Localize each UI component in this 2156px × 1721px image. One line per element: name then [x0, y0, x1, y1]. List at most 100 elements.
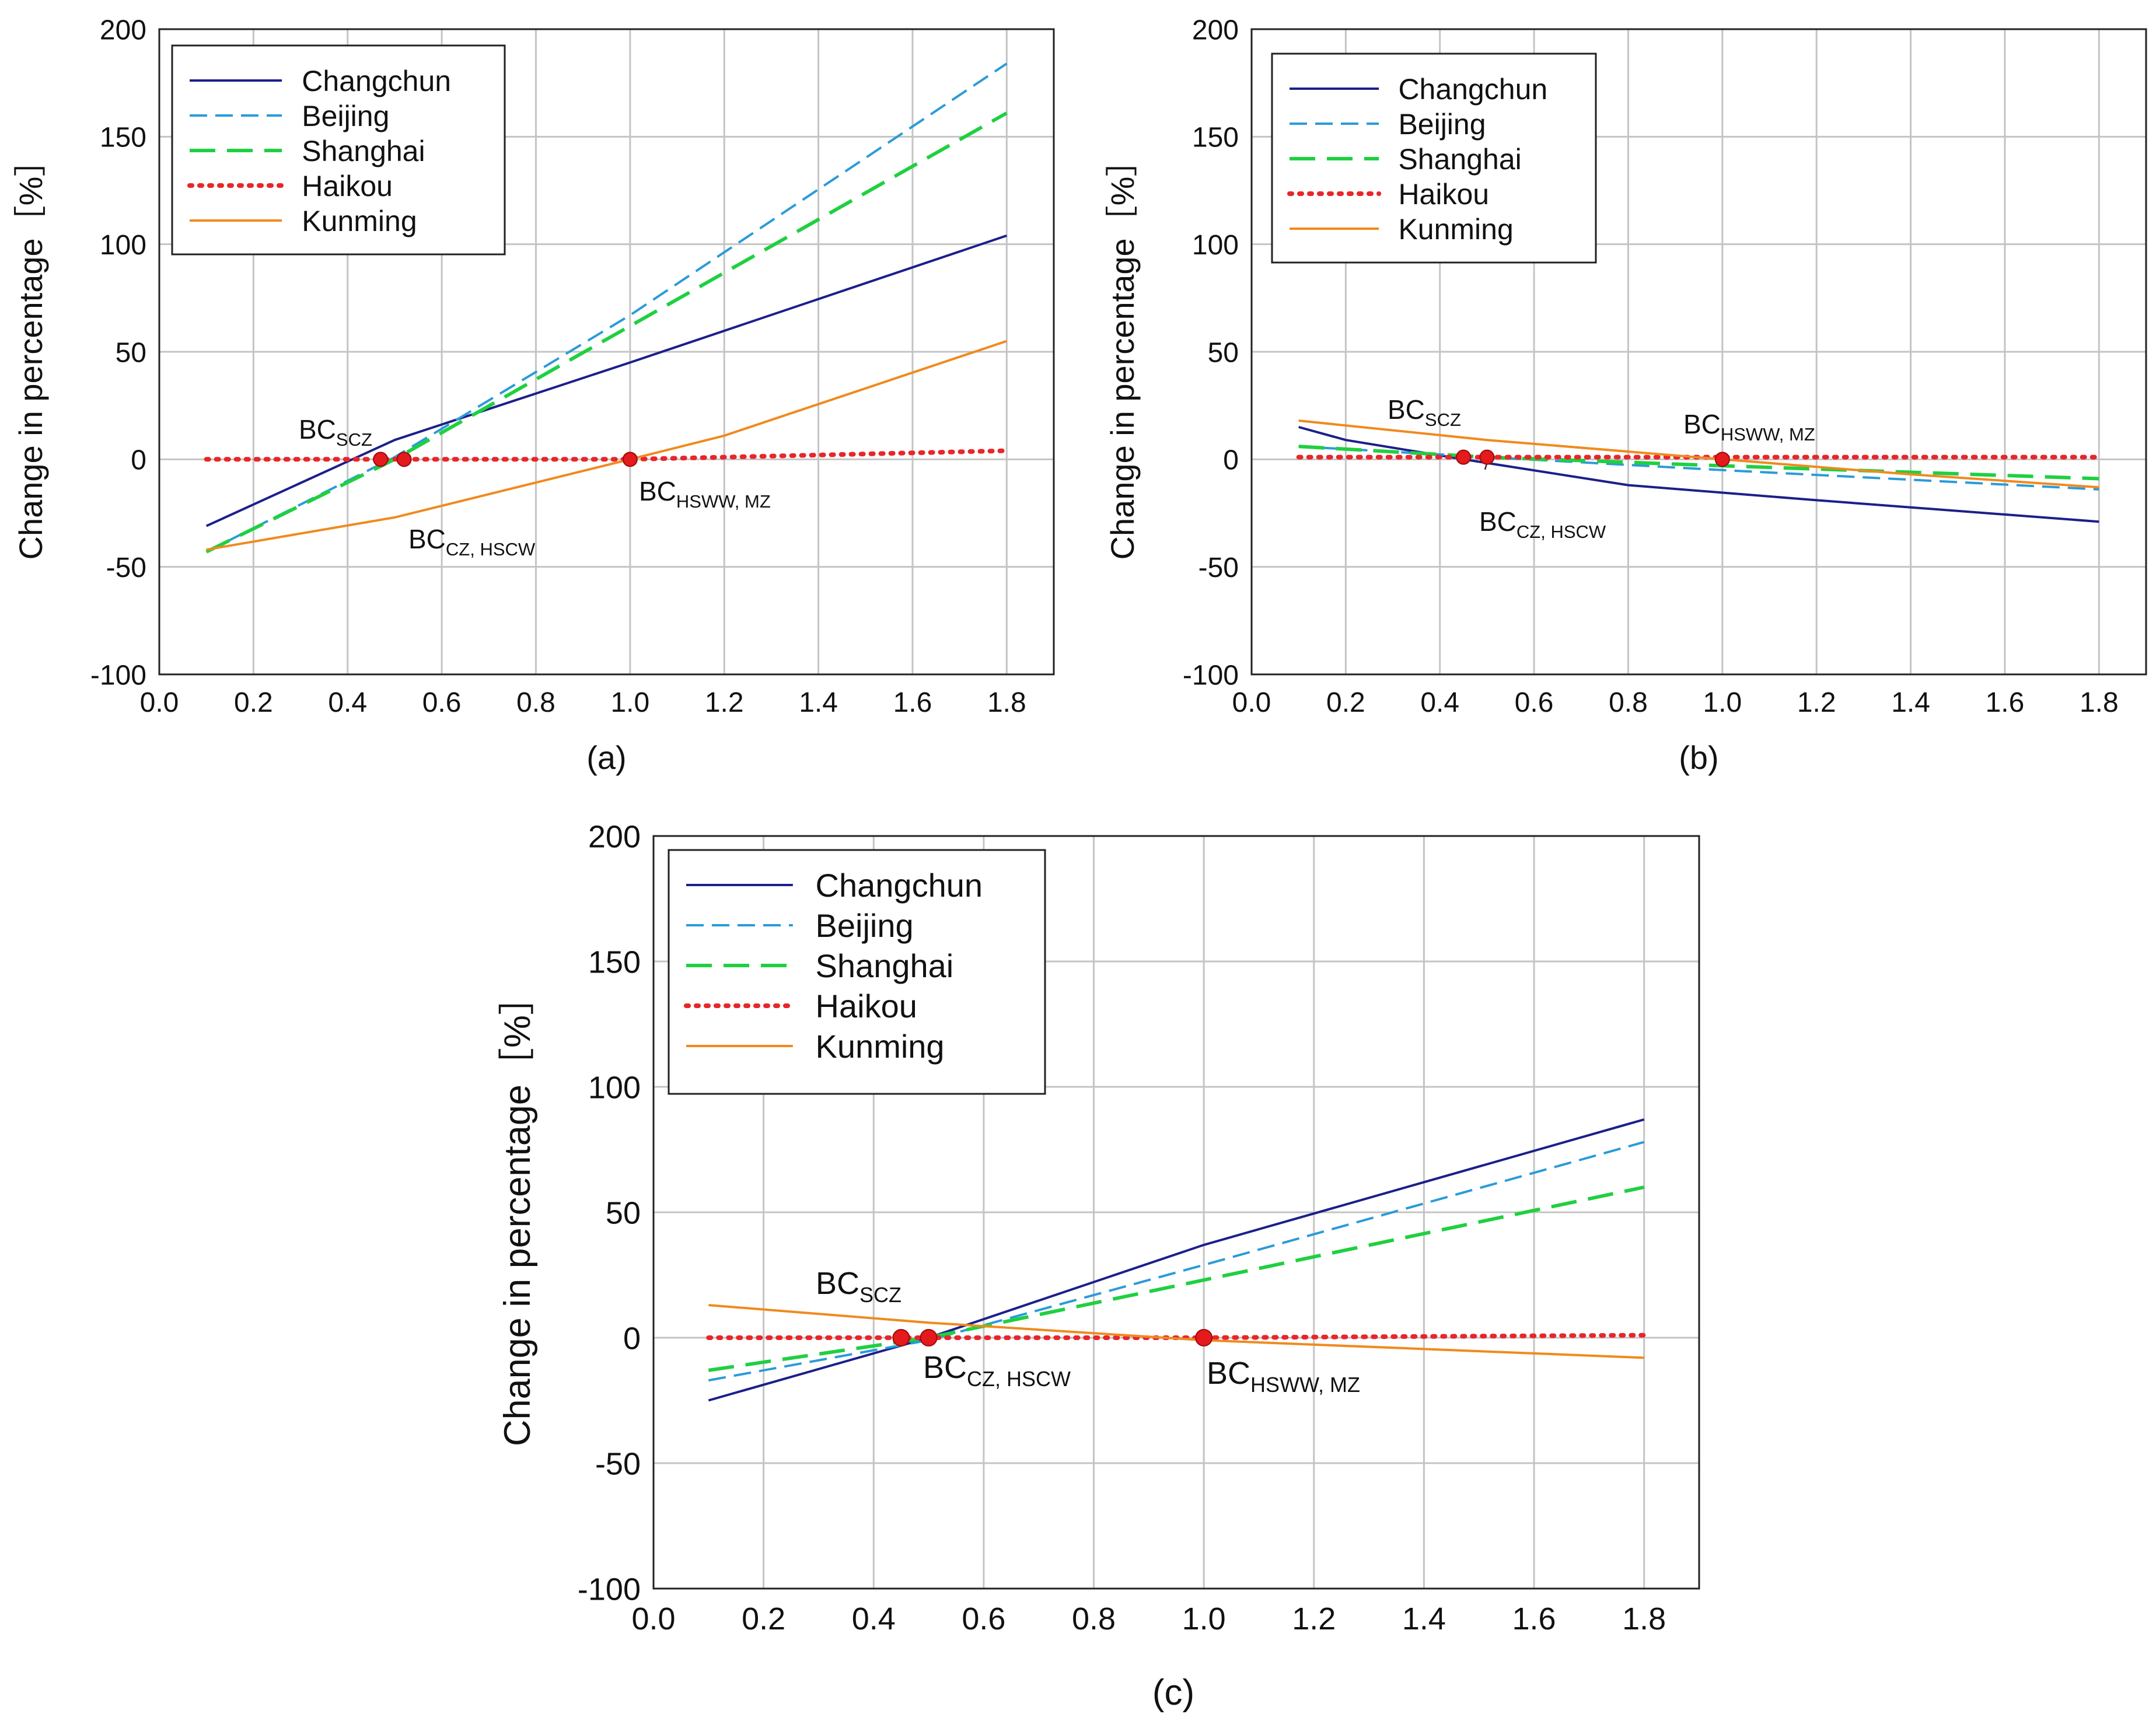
legend-label-kunming: Kunming	[1398, 213, 1513, 246]
x-tick-label: 1.0	[1182, 1601, 1226, 1636]
x-tick-label: 1.6	[1986, 687, 2025, 718]
legend-label-kunming: Kunming	[302, 205, 417, 237]
legend-label-haikou: Haikou	[302, 170, 393, 202]
y-tick-label: 200	[1192, 15, 1239, 46]
breakpoint-label-sub: SCZ	[1425, 410, 1461, 430]
x-tick-label: 1.6	[1512, 1601, 1556, 1636]
breakpoint-marker	[396, 452, 412, 467]
x-tick-label: 0.4	[328, 687, 367, 718]
series-line-shanghai	[1298, 445, 2099, 481]
chart-panel-2: 0.0 0.2 0.4 0.6 0.8 1.0 1.2 1.4 1.6 1.8 -100 -50 0 50…	[1104, 15, 2147, 776]
series-line-beijing	[708, 1141, 1645, 1382]
legend-label-changchun: Changchun	[816, 867, 983, 904]
legend-label-shanghai: Shanghai	[302, 135, 425, 167]
breakpoint-label-sub: HSWW, MZ	[1721, 424, 1815, 445]
breakpoint-label-sub: CZ, HSCW	[446, 539, 536, 559]
breakpoint-label: BCHSWW, MZ	[1683, 409, 1815, 445]
breakpoint-marker	[892, 1329, 910, 1346]
y-tick-label: 150	[100, 123, 146, 153]
legend-box	[668, 849, 1046, 1095]
legend-label-shanghai: Shanghai	[816, 947, 954, 984]
breakpoint-label-sub: SCZ	[336, 429, 372, 450]
y-tick-label: -100	[1183, 660, 1239, 691]
breakpoint-marker	[1714, 452, 1730, 467]
breakpoint-label-main: BC	[1207, 1356, 1250, 1391]
plot-frame	[1250, 28, 2147, 676]
legend-label-haikou: Haikou	[1398, 178, 1489, 211]
breakpoint-label: BCSCZ	[1388, 394, 1461, 430]
y-tick-label: 0	[623, 1321, 641, 1356]
panel-label: (b)	[1679, 739, 1718, 776]
breakpoint-label-sub: CZ, HSCW	[1516, 522, 1606, 542]
x-tick-label: 0.0	[140, 687, 179, 718]
legend-label-kunming: Kunming	[816, 1028, 945, 1065]
x-tick-label: 1.4	[1402, 1601, 1446, 1636]
y-tick-label: -50	[1198, 552, 1239, 583]
x-tick-label: 1.0	[1703, 687, 1742, 718]
plot-frame	[158, 28, 1055, 676]
y-tick-label: 100	[1192, 230, 1239, 261]
breakpoint-label: BCCZ, HSCW	[1479, 506, 1606, 542]
x-tick-label: 1.8	[1622, 1601, 1666, 1636]
y-tick-label: 150	[1192, 123, 1239, 153]
series-line-shanghai	[205, 111, 1008, 554]
series-line-shanghai	[708, 1185, 1645, 1372]
x-tick-label: 0.6	[962, 1601, 1005, 1636]
series-line-changchun	[1298, 426, 2099, 523]
x-tick-label: 0.8	[1609, 687, 1648, 718]
x-tick-label: 0.2	[1326, 687, 1365, 718]
breakpoint-marker	[1456, 449, 1472, 465]
panel-label: (c)	[1152, 1673, 1194, 1713]
breakpoint-label-sub: HSWW, MZ	[676, 491, 771, 512]
legend-label-haikou: Haikou	[816, 988, 917, 1024]
y-tick-label: -50	[106, 552, 146, 583]
y-tick-label: 150	[588, 945, 641, 980]
x-tick-label: 0.0	[1232, 687, 1271, 718]
y-tick-label: 200	[588, 819, 641, 854]
x-tick-label: 1.2	[1292, 1601, 1336, 1636]
x-tick-label: 1.2	[1797, 687, 1836, 718]
x-tick-label: 1.8	[987, 687, 1026, 718]
breakpoint-label: BCCZ, HSCW	[408, 524, 536, 559]
y-tick-label: 50	[1208, 337, 1239, 368]
x-tick-label: 0.0	[631, 1601, 675, 1636]
plot-frame	[652, 835, 1700, 1590]
x-tick-label: 0.2	[742, 1601, 785, 1636]
y-tick-label: 50	[606, 1195, 641, 1230]
x-tick-label: 1.0	[610, 687, 649, 718]
x-tick-label: 0.6	[422, 687, 462, 718]
legend-label-changchun: Changchun	[302, 65, 451, 97]
y-tick-label: 100	[100, 230, 146, 261]
breakpoint-label: BCSCZ	[816, 1266, 901, 1307]
breakpoint-label-main: BC	[1388, 394, 1425, 425]
x-tick-label: 0.4	[1420, 687, 1459, 718]
legend-label-beijing: Beijing	[302, 100, 389, 132]
y-tick-label: 0	[131, 445, 146, 476]
legend-label-beijing: Beijing	[816, 907, 914, 944]
legend-label-changchun: Changchun	[1398, 73, 1547, 106]
legend-label-shanghai: Shanghai	[1398, 143, 1521, 176]
breakpoint-label: BCHSWW, MZ	[639, 476, 771, 512]
breakpoint-marker	[1479, 449, 1495, 465]
breakpoint-label: BCHSWW, MZ	[1207, 1356, 1360, 1397]
chart-panel-3: 0.0 0.2 0.4 0.6 0.8 1.0 1.2 1.4 1.6 1.8 -100 -50 0 50…	[497, 819, 1700, 1713]
series-line-beijing	[205, 62, 1008, 553]
x-tick-label: 0.2	[234, 687, 273, 718]
breakpoint-label-main: BC	[639, 476, 676, 506]
breakpoint-label-main: BC	[1683, 409, 1721, 439]
x-tick-label: 1.2	[705, 687, 744, 718]
x-tick-label: 0.4	[852, 1601, 896, 1636]
breakpoint-label-sub: HSWW, MZ	[1250, 1373, 1360, 1397]
x-tick-label: 0.8	[1072, 1601, 1116, 1636]
breakpoint-label-main: BC	[1479, 506, 1516, 537]
x-tick-label: 1.4	[1891, 687, 1930, 718]
y-tick-label: 100	[588, 1070, 641, 1105]
y-tick-label: -50	[595, 1446, 641, 1481]
y-axis-label: Change in percentage［%］	[1104, 144, 1141, 560]
breakpoint-label-sub: SCZ	[859, 1283, 901, 1307]
x-tick-label: 0.6	[1515, 687, 1554, 718]
series-line-haikou	[204, 448, 1009, 462]
